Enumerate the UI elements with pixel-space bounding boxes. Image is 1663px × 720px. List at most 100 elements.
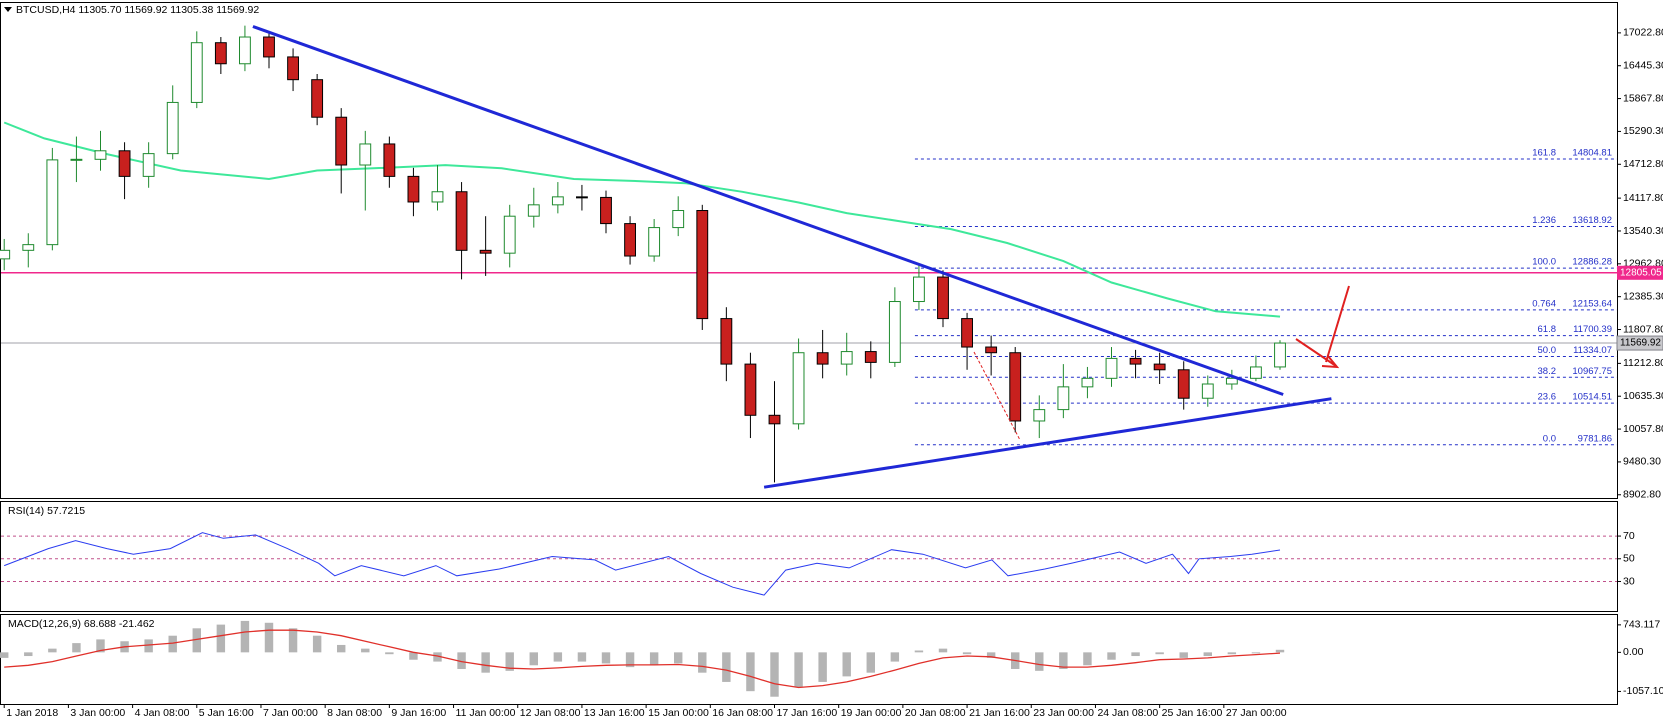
macd-histogram-bar <box>722 652 731 682</box>
candle-body <box>888 301 901 363</box>
candle-body <box>1105 357 1118 379</box>
y-tick-label: 10635.30 <box>1623 390 1663 402</box>
macd-histogram-bar <box>96 639 105 653</box>
candle-body <box>696 210 709 320</box>
macd-histogram-bar <box>866 652 875 673</box>
macd-histogram-bar <box>770 652 779 697</box>
candle-body <box>1153 363 1166 371</box>
symbol-header: BTCUSD,H4 11305.70 11569.92 11305.38 115… <box>16 4 259 16</box>
macd-histogram-bar <box>0 652 9 658</box>
macd-histogram-bar <box>1083 652 1092 666</box>
price-panel-frame <box>0 2 1618 499</box>
macd-histogram-bar <box>938 648 948 653</box>
fib-price-label: 11334.07 <box>1573 345 1612 356</box>
y-tick-label: 9480.30 <box>1623 456 1661 468</box>
fib-price-label: 10514.51 <box>1572 392 1612 403</box>
candle-body <box>22 244 35 251</box>
fib-level-label: 50.0 <box>1538 345 1557 356</box>
macd-histogram-bar <box>553 652 563 662</box>
x-tick-label: 13 Jan 16:00 <box>584 707 645 719</box>
macd-histogram-bar <box>1179 652 1188 658</box>
candle-body <box>0 249 11 260</box>
candle-body <box>46 159 59 246</box>
fib-price-label: 9781.86 <box>1578 433 1612 444</box>
macd-panel-frame <box>0 614 1618 705</box>
horizontal-level-label: 12805.05 <box>1620 267 1662 278</box>
fib-price-label: 13618.92 <box>1572 215 1612 226</box>
y-tick-label: 17022.80 <box>1623 27 1663 39</box>
x-tick-label: 5 Jan 16:00 <box>199 707 254 719</box>
fib-price-label: 12153.64 <box>1572 298 1612 309</box>
candle-body <box>142 153 155 177</box>
candle-body <box>70 158 83 161</box>
candle-body <box>985 346 998 354</box>
candle-body <box>407 175 420 203</box>
macd-histogram-bar <box>288 628 298 653</box>
macd-histogram-bar <box>264 622 274 653</box>
menu-triangle[interactable] <box>4 7 12 12</box>
macd-histogram-bar <box>312 635 322 653</box>
x-tick-label: 4 Jan 08:00 <box>135 707 190 719</box>
x-tick-label: 21 Jan 16:00 <box>969 707 1030 719</box>
candle-body <box>1129 357 1142 365</box>
fib-price-label: 11700.39 <box>1573 324 1612 335</box>
x-tick-label: 23 Jan 00:00 <box>1033 707 1094 719</box>
y-tick-label: 50 <box>1623 553 1635 565</box>
x-tick-label: 1 Jan 2018 <box>6 707 58 719</box>
red-arrow-head <box>1321 355 1340 369</box>
candle-body <box>166 101 179 155</box>
macd-histogram-bar <box>192 628 201 653</box>
red-arrow-down <box>1295 338 1337 367</box>
x-tick-label: 12 Jan 08:00 <box>520 707 581 719</box>
fib-level-label: 0.0 <box>1543 433 1556 444</box>
y-tick-label: 743.117 <box>1623 619 1660 631</box>
candle-body <box>1274 342 1286 368</box>
macd-histogram-bar <box>601 652 611 664</box>
macd-histogram-bar <box>361 648 370 653</box>
x-tick-label: 16 Jan 08:00 <box>712 707 773 719</box>
bid-tag <box>1616 335 1663 351</box>
candle-body <box>840 351 853 365</box>
fib-level-label: 100.0 <box>1532 257 1556 268</box>
candle-body <box>864 351 877 363</box>
candle-body <box>937 276 949 320</box>
macd-histogram-bar <box>1035 652 1044 671</box>
macd-histogram-bar <box>962 652 972 655</box>
x-tick-label: 8 Jan 08:00 <box>327 707 382 719</box>
candle-body <box>624 223 636 257</box>
candle-body <box>239 36 251 65</box>
fib-level-label: 23.6 <box>1538 392 1557 403</box>
y-tick-label: -1057.104 <box>1623 685 1663 697</box>
y-tick-label: 16445.30 <box>1623 60 1663 72</box>
macd-histogram-bar <box>1059 652 1068 669</box>
candle-body <box>1009 352 1022 422</box>
trend-line <box>252 25 1284 396</box>
y-tick-label: 14117.80 <box>1623 192 1663 204</box>
fib-price-label: 14804.81 <box>1572 148 1612 159</box>
macd-histogram-bar <box>168 635 177 653</box>
candle-body <box>648 227 661 257</box>
macd-histogram-bar <box>986 652 996 658</box>
candle-body <box>527 204 540 217</box>
moving-average <box>3 121 1281 318</box>
y-tick-label: 15290.30 <box>1623 125 1663 137</box>
y-tick-label: 8902.80 <box>1623 489 1661 501</box>
fib-price-label: 12886.28 <box>1572 257 1612 268</box>
macd-histogram-bar <box>1155 652 1164 655</box>
macd-histogram-bar <box>385 652 394 655</box>
macd-histogram-bar <box>914 650 924 653</box>
macd-histogram-bar <box>890 652 900 662</box>
y-tick-label: 0.00 <box>1623 646 1644 658</box>
candle-body <box>214 42 227 65</box>
candle-body <box>190 42 203 103</box>
candle-body <box>263 36 275 58</box>
rsi-title: RSI(14) 57.7215 <box>8 505 85 517</box>
macd-histogram-bar <box>72 643 81 653</box>
y-tick-label: 15867.80 <box>1623 92 1663 104</box>
trend-line <box>763 397 1332 489</box>
candle-body <box>576 196 588 199</box>
y-tick-label: 30 <box>1623 575 1635 587</box>
annotations <box>973 285 1350 441</box>
